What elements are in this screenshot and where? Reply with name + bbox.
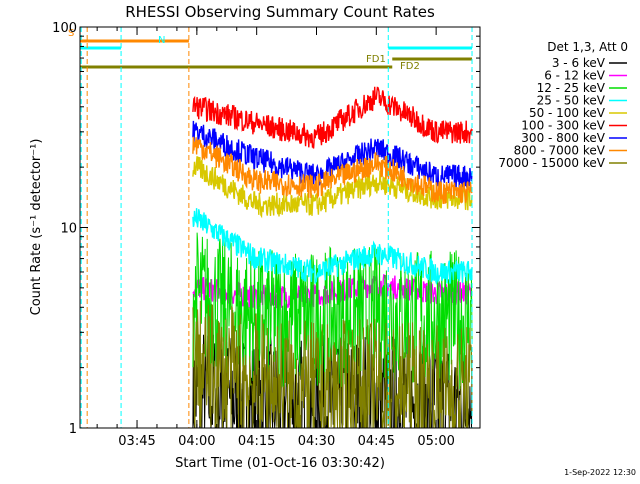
x-axis-label: Start Time (01-Oct-16 03:30:42) <box>175 456 385 471</box>
x-tick-label-6: 05:00 <box>417 434 454 449</box>
legend-label-7: 300 - 800 keV <box>521 131 605 145</box>
series-line-4 <box>192 208 473 285</box>
footer-timestamp: 1-Sep-2022 12:30 <box>564 468 636 477</box>
legend-label-8: 800 - 7000 keV <box>514 144 606 158</box>
legend-label-9: 7000 - 15000 keV <box>498 156 605 170</box>
series-line-3 <box>192 232 473 390</box>
series-line-6 <box>192 86 473 149</box>
series-line-8 <box>192 136 473 204</box>
x-tick-label-5: 04:45 <box>358 434 395 449</box>
y-axis-label: Count Rate (s⁻¹ detector⁻¹) <box>29 139 44 316</box>
flag-label-1: S <box>68 28 74 39</box>
y-tick-label-1: 1 <box>69 422 77 437</box>
legend-label-5: 50 - 100 keV <box>529 106 606 120</box>
chart-title: RHESSI Observing Summary Count Rates <box>125 3 435 21</box>
legend-label-6: 100 - 300 keV <box>521 119 605 133</box>
y-tick-label-3: 100 <box>52 21 77 36</box>
flag-label-5: FD2 <box>400 61 420 72</box>
legend-label-2: 6 - 12 keV <box>544 69 606 83</box>
flag-label-2: N <box>158 35 165 46</box>
x-tick-label-3: 04:15 <box>238 434 275 449</box>
y-tick-label-2: 10 <box>60 222 77 237</box>
x-tick-label-4: 04:30 <box>298 434 335 449</box>
legend-title: Det 1,3, Att 0 <box>547 40 628 54</box>
series-line-5 <box>192 156 473 219</box>
legend-label-3: 12 - 25 keV <box>537 81 606 95</box>
series-line-9 <box>192 300 473 429</box>
legend-label-1: 3 - 6 keV <box>552 56 606 70</box>
flag-label-4: FD1 <box>366 54 386 65</box>
x-tick-label-1: 03:45 <box>118 434 155 449</box>
x-tick-label-2: 04:00 <box>178 434 215 449</box>
legend-label-4: 25 - 50 keV <box>537 94 606 108</box>
